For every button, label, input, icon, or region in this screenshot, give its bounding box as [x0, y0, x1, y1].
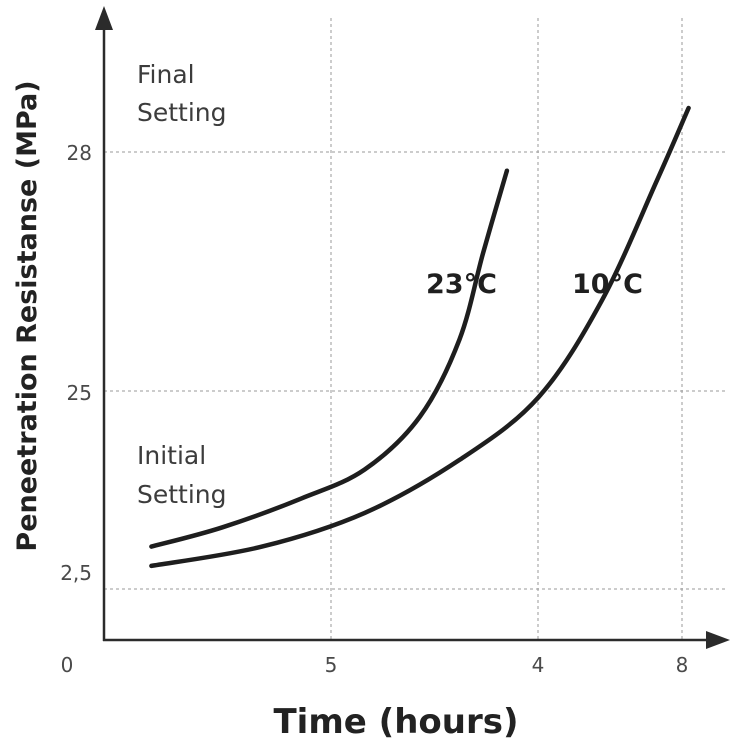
x-tick-label: 4 — [532, 653, 545, 677]
series-label-10c: 10°C — [572, 269, 643, 300]
annotation-final-line1: Final — [137, 60, 195, 89]
x-tick-label: 0 — [61, 653, 74, 677]
y-axis-title: Peneetration Resistanse (MPa) — [12, 80, 43, 551]
annotation-initial-line2: Setting — [137, 480, 227, 509]
y-axis-arrow — [95, 6, 113, 30]
y-tick-label: 2,5 — [60, 561, 92, 585]
y-tick-label: 28 — [67, 141, 92, 165]
x-axis-title: Time (hours) — [273, 702, 518, 742]
x-tick-label: 8 — [676, 653, 689, 677]
x-tick-label: 5 — [325, 653, 338, 677]
gridlines — [104, 18, 728, 640]
x-axis-arrow — [706, 631, 730, 649]
series-line-23c — [149, 168, 510, 549]
series-line-10c — [149, 105, 691, 569]
annotation-initial-line1: Initial — [137, 441, 206, 470]
y-tick-label: 25 — [67, 381, 92, 405]
annotation-final-line2: Setting — [137, 98, 227, 127]
series-label-23c: 23°C — [426, 269, 497, 300]
